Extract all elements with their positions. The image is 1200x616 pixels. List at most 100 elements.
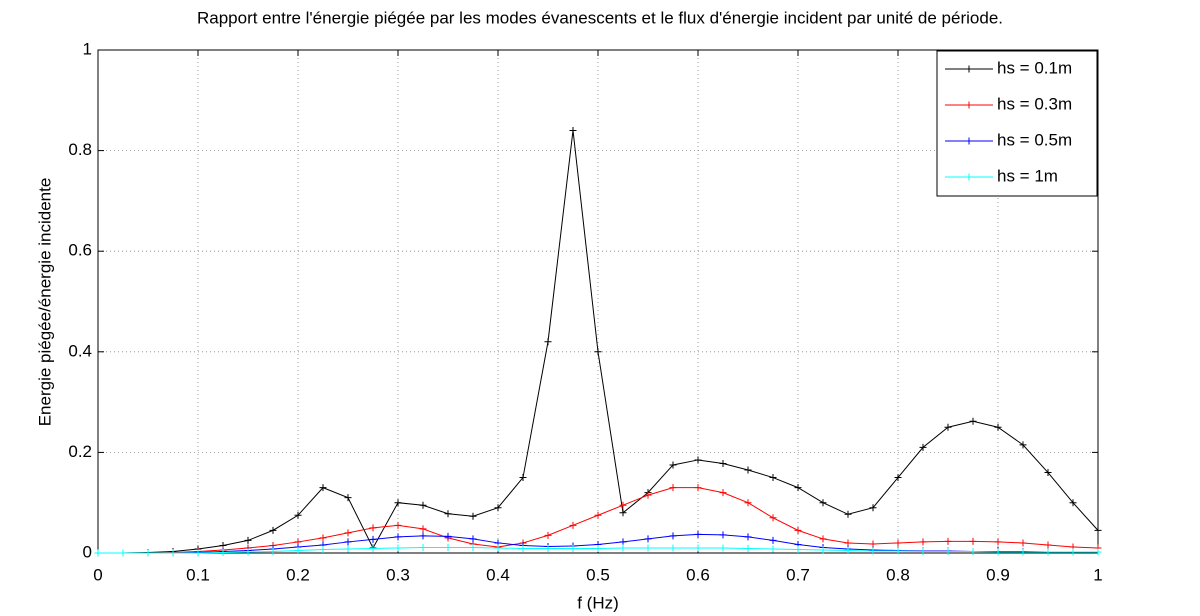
marker [719,544,727,552]
marker [969,417,977,425]
legend: hs = 0.1m hs = 0.3m hs = 0.5m hs = 1m [936,50,1098,197]
marker [769,536,777,544]
marker [744,466,752,474]
marker [619,501,627,509]
marker [419,501,427,509]
marker [944,537,952,545]
marker [669,461,677,469]
marker [769,545,777,553]
marker [1019,548,1027,556]
marker [344,494,352,502]
marker [494,504,502,512]
marker [819,499,827,507]
marker [244,548,252,556]
x-tick-label: 0.1 [186,565,210,584]
marker [694,484,702,492]
marker [969,547,977,555]
marker [844,510,852,518]
marker [344,538,352,546]
marker [269,526,277,534]
marker [519,474,527,482]
marker [919,538,927,546]
chart-title: Rapport entre l'énergie piégée par les m… [197,8,1003,27]
marker [794,484,802,492]
marker [144,549,152,557]
marker [694,544,702,552]
marker [969,537,977,545]
marker [794,526,802,534]
legend-label: hs = 1m [997,166,1058,185]
y-tick-label: 0.8 [68,140,92,159]
marker [544,338,552,346]
marker [1069,548,1077,556]
marker [444,510,452,518]
marker [669,532,677,540]
marker [444,543,452,551]
marker [594,511,602,519]
legend-marker [965,65,973,73]
marker [894,547,902,555]
legend-box [936,50,1098,197]
plot-area [98,50,1098,553]
marker [619,509,627,517]
marker [719,531,727,539]
marker [469,535,477,543]
marker [344,545,352,553]
marker [594,544,602,552]
marker [769,514,777,522]
y-tick-label: 0.4 [68,341,92,360]
series [94,543,1102,557]
marker [594,348,602,356]
marker [1044,541,1052,549]
marker [994,538,1002,546]
marker [619,538,627,546]
marker [744,533,752,541]
marker [394,499,402,507]
x-tick-label: 0.7 [786,565,810,584]
marker [869,540,877,548]
marker [369,524,377,532]
y-tick-label: 1 [83,39,92,58]
marker [94,549,102,557]
marker [1094,548,1102,556]
series [94,126,1102,557]
marker [644,491,652,499]
x-tick-label: 0.3 [386,565,410,584]
x-tick-label: 0.9 [986,565,1010,584]
marker [319,545,327,553]
marker [294,511,302,519]
marker [719,459,727,467]
marker [369,535,377,543]
marker [894,474,902,482]
marker [419,543,427,551]
x-tick-label: 0.4 [486,565,510,584]
axes-box [97,49,1099,554]
marker [744,499,752,507]
marker [119,549,127,557]
marker [819,546,827,554]
marker [1019,539,1027,547]
y-tick-label: 0.2 [68,442,92,461]
marker [394,521,402,529]
legend-label: hs = 0.3m [997,94,1072,113]
marker [519,544,527,552]
marker [419,532,427,540]
marker [894,539,902,547]
marker [294,546,302,554]
marker [169,549,177,557]
y-tick-label: 0 [83,542,92,561]
marker [669,544,677,552]
marker [944,547,952,555]
marker [944,423,952,431]
marker [469,512,477,520]
marker [694,456,702,464]
marker [869,504,877,512]
marker [844,546,852,554]
marker [569,126,577,134]
x-tick-label: 0.6 [686,565,710,584]
legend-marker [965,137,973,145]
marker [994,423,1002,431]
marker [194,549,202,557]
x-tick-label: 0 [93,565,102,584]
